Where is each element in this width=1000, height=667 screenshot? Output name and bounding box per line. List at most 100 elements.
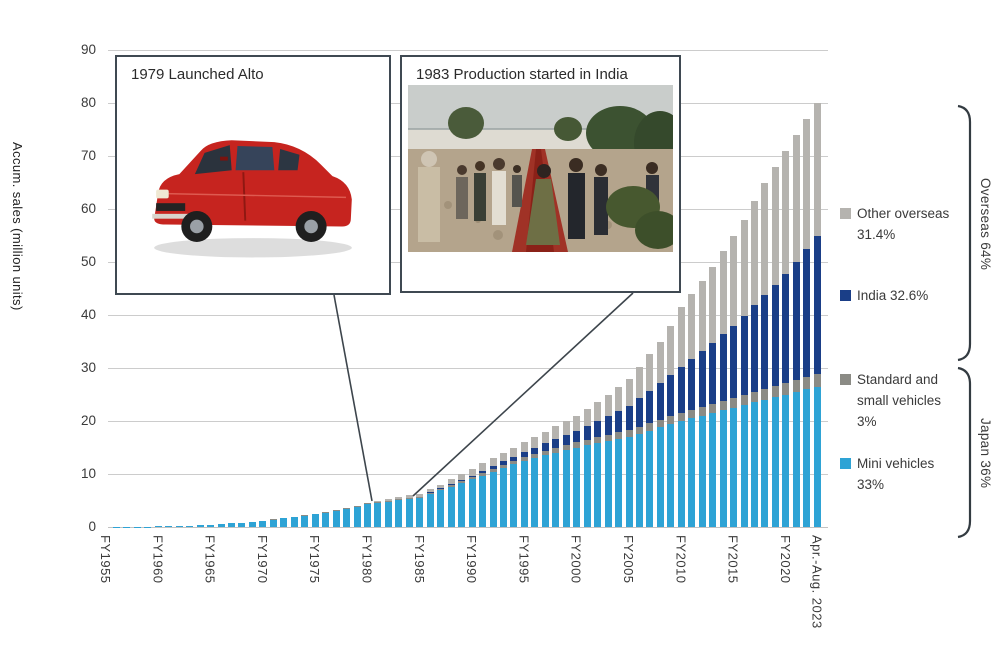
stacked-bar-2005 [625, 378, 633, 527]
other-overseas-swatch [840, 208, 851, 219]
segment-standard_small_vehicles [782, 382, 790, 395]
overseas-bracket-label: Overseas 64% [978, 178, 993, 271]
stacked-bar-1982 [384, 498, 392, 527]
segment-standard_small_vehicles [740, 394, 748, 406]
segment-other_overseas [656, 341, 664, 383]
stacked-bar-2009 [667, 325, 675, 527]
y-tick-label-40: 40 [80, 307, 96, 322]
leader-line-1979 [333, 294, 373, 502]
y-tick-label-50: 50 [80, 254, 96, 269]
segment-india [719, 334, 727, 401]
segment-standard_small_vehicles [709, 403, 717, 414]
legend-label-india: India 32.6% [857, 288, 929, 303]
segment-standard_small_vehicles [677, 412, 685, 421]
segment-india [552, 439, 560, 449]
stacked-bar-1964 [196, 525, 204, 527]
y-tick-label-80: 80 [80, 95, 96, 110]
segment-india [615, 411, 623, 433]
stacked-bar-1995 [520, 442, 528, 527]
segment-india [562, 434, 570, 446]
segment-standard_small_vehicles [688, 409, 696, 419]
segment-india [730, 326, 738, 398]
stacked-bar-2004 [615, 386, 623, 527]
stacked-bar-1966 [217, 524, 225, 527]
segment-standard_small_vehicles [343, 508, 351, 510]
segment-mini_vehicles [730, 407, 738, 527]
segment-mini_vehicles [531, 458, 539, 527]
stacked-bar-1997 [541, 431, 549, 527]
segment-mini_vehicles [667, 424, 675, 527]
segment-mini_vehicles [175, 525, 183, 527]
y-tick-label-20: 20 [80, 413, 96, 428]
stacked-bar-1965 [207, 524, 215, 527]
segment-mini_vehicles [332, 511, 340, 527]
segment-other_overseas [719, 251, 727, 335]
india-swatch [840, 290, 851, 301]
standard-small-swatch [840, 374, 851, 385]
stacked-bar-1980 [364, 503, 371, 527]
segment-standard_small_vehicles [322, 512, 330, 513]
segment-other_overseas [510, 447, 518, 457]
segment-mini_vehicles [405, 499, 413, 527]
segment-other_overseas [405, 495, 413, 498]
segment-india [740, 315, 748, 395]
segment-other_overseas [583, 408, 591, 426]
segment-other_overseas [499, 452, 507, 462]
x-tick-label-FY2010: FY2010 [673, 535, 689, 584]
segment-standard_small_vehicles [332, 510, 340, 511]
segment-mini_vehicles [416, 497, 424, 527]
stacked-bar-2002 [594, 401, 602, 527]
india-ceremony-photo [408, 85, 673, 252]
stacked-bar-2021 [792, 134, 800, 527]
segment-mini_vehicles [520, 460, 528, 527]
stacked-bar-1979 [353, 506, 361, 527]
legend-label-mini: Mini vehicles 33% [857, 456, 935, 492]
stacked-bar-1991 [479, 463, 487, 527]
x-tick-label-FY1995: FY1995 [516, 535, 532, 584]
stacked-bar-1974 [301, 515, 309, 527]
segment-mini_vehicles [771, 397, 779, 527]
segment-mini_vehicles [395, 500, 403, 527]
segment-mini_vehicles [479, 475, 487, 527]
stacked-bar-2007 [646, 354, 654, 527]
segment-other_overseas [698, 280, 706, 351]
segment-mini_vehicles [635, 433, 643, 527]
segment-other_overseas [730, 235, 738, 327]
alto-car-illustration [152, 140, 352, 258]
stacked-bar-2020 [782, 150, 790, 527]
mini-swatch [840, 458, 851, 469]
stacked-bar-1996 [531, 436, 539, 527]
segment-india [594, 420, 602, 438]
y-tick-label-0: 0 [88, 519, 96, 534]
segment-mini_vehicles [625, 436, 633, 527]
stacked-bar-2022 [803, 118, 811, 527]
segment-mini_vehicles [813, 387, 821, 527]
stacked-bar-2015 [730, 235, 738, 527]
y-tick-label-60: 60 [80, 201, 96, 216]
segment-mini_vehicles [269, 519, 277, 527]
segment-other_overseas [782, 150, 790, 275]
segment-mini_vehicles [374, 502, 382, 527]
x-tick-label-FY1960: FY1960 [150, 535, 166, 584]
segment-other_overseas [771, 166, 779, 285]
stacked-bar-1981 [374, 501, 382, 527]
segment-mini_vehicles [792, 391, 800, 527]
stacked-bar-1971 [269, 519, 277, 527]
segment-standard_small_vehicles [803, 376, 811, 390]
stacked-bar-2023 [813, 103, 821, 527]
segment-other_overseas [489, 458, 497, 467]
stacked-bar-1983 [395, 497, 403, 527]
segment-mini_vehicles [615, 439, 623, 527]
legend-item-mini: Mini vehicles 33% [840, 453, 963, 495]
stacked-bar-1999 [562, 421, 570, 527]
segment-mini_vehicles [217, 524, 225, 527]
segment-india [646, 390, 654, 424]
segment-other_overseas [625, 378, 633, 407]
segment-india [751, 305, 759, 392]
segment-other_overseas [688, 293, 696, 360]
gridline-0 [108, 527, 828, 528]
segment-standard_small_vehicles [730, 397, 738, 408]
x-tick-label-FY1955: FY1955 [98, 535, 113, 584]
segment-india [792, 261, 800, 380]
